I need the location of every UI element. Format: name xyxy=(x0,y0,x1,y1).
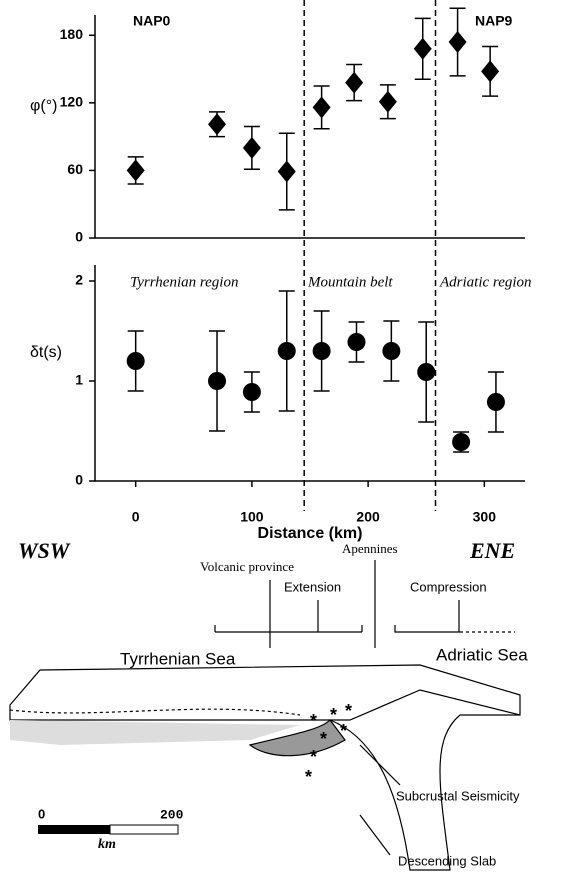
annotation: Tyrrhenian region xyxy=(130,274,238,290)
adriatic-label: Adriatic Sea xyxy=(436,645,528,664)
wsw-label: WSW xyxy=(18,538,71,563)
point xyxy=(242,383,261,401)
x-tick-label: 300 xyxy=(473,509,497,525)
x-axis-label: Distance (km) xyxy=(258,525,363,542)
seismicity-stars: * * * * *** xyxy=(305,701,352,787)
diagram-lines xyxy=(9,560,521,871)
y-tick-label: 2 xyxy=(75,272,83,288)
svg-text:*: * xyxy=(320,729,327,749)
annotation: NAP9 xyxy=(475,13,513,29)
svg-text:*: * xyxy=(310,747,317,767)
point xyxy=(481,60,500,83)
y-tick-label: 1 xyxy=(75,372,83,388)
y-tick-label: 60 xyxy=(67,161,83,177)
annotation: Mountain belt xyxy=(307,274,393,290)
point xyxy=(126,352,145,370)
svg-text:*: * xyxy=(330,705,337,725)
point xyxy=(208,372,227,390)
y-axis-label: δt(s) xyxy=(30,344,62,361)
point xyxy=(345,71,364,94)
point xyxy=(448,31,467,54)
point xyxy=(277,342,296,360)
extension-label: Extension xyxy=(284,579,341,594)
volcanic-label: Volcanic province xyxy=(200,559,294,574)
x-tick-label: 100 xyxy=(240,509,264,525)
point xyxy=(413,37,432,60)
point xyxy=(347,333,366,351)
scale-start: 0 xyxy=(38,806,45,821)
point xyxy=(382,342,401,360)
point xyxy=(242,136,261,159)
y-tick-label: 0 xyxy=(75,229,83,245)
point xyxy=(312,96,331,119)
y-tick-label: 120 xyxy=(60,94,84,110)
point xyxy=(277,160,296,183)
ene-label: ENE xyxy=(469,538,515,563)
apennines-label: Apennines xyxy=(342,541,398,556)
point xyxy=(486,393,505,411)
scale-bar xyxy=(109,824,179,835)
scale-bar xyxy=(38,825,110,834)
x-tick-label: 200 xyxy=(356,509,380,525)
svg-text:*: * xyxy=(345,701,352,721)
annotation: Adriatic region xyxy=(439,274,532,290)
point xyxy=(312,342,331,360)
y-tick-label: 0 xyxy=(75,472,83,488)
scale-unit: km xyxy=(98,837,116,852)
y-tick-label: 180 xyxy=(60,26,84,42)
compression-label: Compression xyxy=(410,579,487,594)
svg-text:*: * xyxy=(310,711,317,731)
seismicity-label: Subcrustal Seismicity xyxy=(396,788,520,803)
point xyxy=(452,433,471,451)
annotation: NAP0 xyxy=(133,13,171,29)
point xyxy=(378,90,397,113)
scale-end: 200 xyxy=(160,807,184,822)
x-tick-label: 0 xyxy=(132,509,140,525)
svg-text:*: * xyxy=(340,721,347,741)
point xyxy=(126,159,145,182)
point xyxy=(208,113,227,136)
slab-label: Descending Slab xyxy=(398,853,496,868)
tyrrhenian-label: Tyrrhenian Sea xyxy=(120,649,236,668)
point xyxy=(417,363,436,381)
y-axis-label: φ(°) xyxy=(30,98,57,115)
svg-text:*: * xyxy=(305,767,312,787)
tectonic-diagram: WSW ENE Volcanic province Extension Apen… xyxy=(9,538,528,871)
